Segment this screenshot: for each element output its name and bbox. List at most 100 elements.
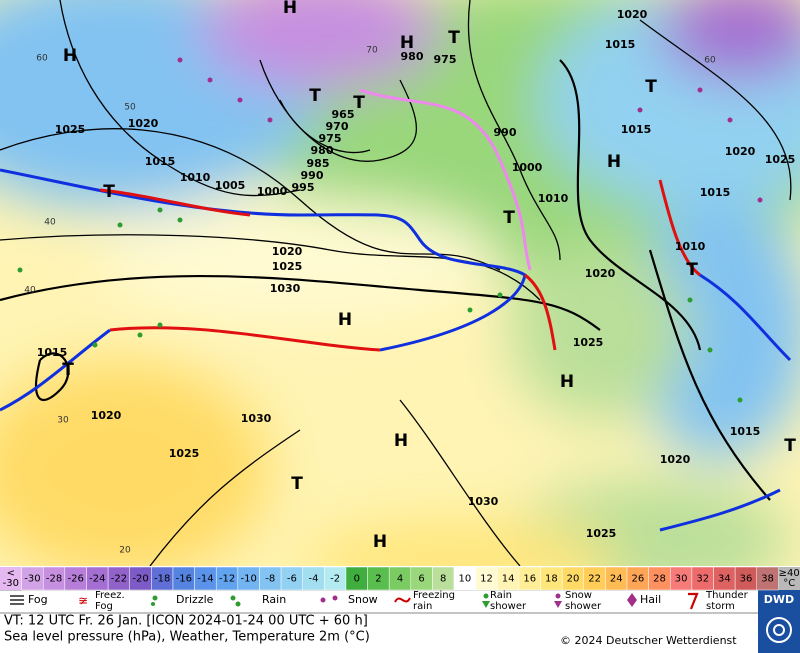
- scale-label: -2: [330, 574, 340, 585]
- weather-icons: ≆: [10, 592, 699, 610]
- pressure-center: T: [686, 260, 698, 280]
- fronts: [0, 88, 792, 532]
- scale-label: 32: [696, 574, 709, 585]
- scale-label: 30: [675, 574, 688, 585]
- isobar-label: 1025: [272, 260, 303, 273]
- scale-label: 34: [718, 574, 731, 585]
- scale-label: -6: [287, 574, 297, 585]
- scale-label: 0: [354, 574, 360, 585]
- legend-label: Rain: [262, 593, 286, 606]
- scale-label: -14: [197, 574, 213, 585]
- isobar-label: 995: [292, 181, 315, 194]
- isobar-label: 1020: [91, 409, 122, 422]
- isobar-label: 1005: [215, 179, 246, 192]
- isobar-label: 1015: [37, 346, 68, 359]
- valid-time: VT: 12 UTC Fr. 26 Jan. [ICON 2024-01-24 …: [4, 614, 368, 629]
- legend-label: Drizzle: [176, 593, 214, 606]
- scale-label: °C: [783, 578, 795, 589]
- isobar-label: 1030: [241, 412, 272, 425]
- scale-label: 10: [458, 574, 471, 585]
- isobar-label: 1015: [621, 123, 652, 136]
- pressure-center: H: [63, 46, 77, 66]
- pressure-center: T: [784, 436, 796, 456]
- scale-label: 8: [440, 574, 446, 585]
- isobar-label: 1015: [605, 38, 636, 51]
- isobar-label: 1030: [468, 495, 499, 508]
- isobar-label: 1015: [730, 425, 761, 438]
- isobar-label: 1010: [180, 171, 211, 184]
- pressure-center: H: [607, 152, 621, 172]
- scale-label: 20: [567, 574, 580, 585]
- legend-label: Thunder: [705, 590, 749, 601]
- scale-label: -4: [309, 574, 319, 585]
- scale-label: 36: [740, 574, 753, 585]
- isobar-label: 1025: [765, 153, 796, 166]
- legend-label: Rain: [490, 590, 512, 601]
- scale-label: -12: [219, 574, 235, 585]
- scale-label: 16: [523, 574, 536, 585]
- isobar-label: 1025: [586, 527, 617, 540]
- legend-label: Snow: [348, 593, 378, 606]
- isobar-label: 970: [326, 120, 349, 133]
- isobar-label: 1020: [272, 245, 303, 258]
- legend-label: Freezing: [413, 590, 455, 601]
- scale-label: -28: [46, 574, 62, 585]
- legend-label: rain: [413, 601, 432, 612]
- scale-label: -22: [111, 574, 127, 585]
- scale-label: <: [7, 568, 15, 579]
- pressure-center: T: [448, 28, 460, 48]
- isobar-label: 1000: [512, 161, 543, 174]
- isobar-label: 990: [301, 169, 324, 182]
- legend-label: Fog: [28, 593, 48, 606]
- scale-cell: [0, 567, 22, 590]
- isobar-label: 990: [494, 126, 517, 139]
- scale-label: -30: [24, 574, 40, 585]
- isobar-label: 1000: [257, 185, 288, 198]
- scale-label: 14: [502, 574, 515, 585]
- isobar-label: 980: [311, 144, 334, 157]
- isobar-label: 1015: [700, 186, 731, 199]
- legend-label: shower: [565, 601, 602, 612]
- isobar-label: 1025: [55, 123, 86, 136]
- scale-label: -8: [265, 574, 275, 585]
- freez-fog-icon: ≆: [78, 594, 88, 608]
- isobar-label: 1020: [660, 453, 691, 466]
- scale-label: -30: [3, 578, 19, 589]
- snow: [177, 57, 763, 203]
- pressure-center: H: [394, 431, 408, 451]
- pressure-center: T: [291, 474, 303, 494]
- scale-label: 6: [418, 574, 424, 585]
- description: Sea level pressure (hPa), Weather, Tempe…: [4, 630, 370, 645]
- isobar-label: 1025: [573, 336, 604, 349]
- scale-label: -16: [176, 574, 192, 585]
- isobar-label: 1020: [617, 8, 648, 21]
- isobar-label: 1020: [585, 267, 616, 280]
- pressure-center: H: [560, 372, 574, 392]
- pressure-center: T: [503, 208, 515, 228]
- pressure-center: T: [645, 77, 657, 97]
- isobar-label: 1025: [169, 447, 200, 460]
- pressure-center: T: [62, 360, 74, 380]
- scale-label: -24: [89, 574, 105, 585]
- isobar-label: 1020: [725, 145, 756, 158]
- scale-label: 24: [610, 574, 623, 585]
- scale-label: -26: [68, 574, 84, 585]
- scale-label: 28: [653, 574, 666, 585]
- copyright: © 2024 Deutscher Wetterdienst: [560, 634, 737, 647]
- pressure-center: H: [338, 310, 352, 330]
- legend-label: Snow: [565, 590, 592, 601]
- scale-label: -20: [132, 574, 148, 585]
- pressure-center: H: [373, 532, 387, 552]
- legend-label: Hail: [640, 593, 661, 606]
- scale-label: -18: [154, 574, 170, 585]
- scale-label: 2: [375, 574, 381, 585]
- pressure-center: T: [103, 182, 115, 202]
- legend-label: Fog: [95, 601, 113, 612]
- isobar-label: 980: [401, 50, 424, 63]
- isobar-label: 1010: [538, 192, 569, 205]
- scale-label: -10: [240, 574, 256, 585]
- pressure-center: T: [353, 93, 365, 113]
- grid-label: 50: [124, 103, 136, 113]
